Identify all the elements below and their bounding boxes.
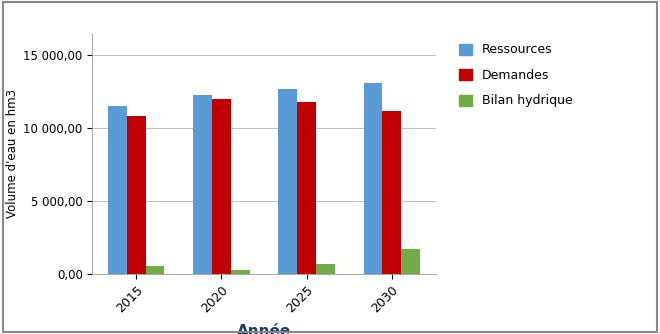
- Y-axis label: Volume d'eau en hm3: Volume d'eau en hm3: [6, 89, 19, 218]
- Bar: [383, 111, 401, 274]
- Bar: [231, 270, 249, 274]
- Bar: [364, 83, 383, 274]
- Bar: [212, 99, 231, 274]
- Bar: [279, 89, 297, 274]
- Bar: [127, 117, 145, 274]
- Bar: [316, 264, 335, 274]
- Bar: [108, 106, 127, 274]
- Bar: [193, 95, 212, 274]
- Bar: [401, 249, 420, 274]
- X-axis label: Année: Année: [237, 324, 291, 334]
- Bar: [297, 102, 316, 274]
- Bar: [145, 266, 164, 274]
- Legend: Ressources, Demandes, Bilan hydrique: Ressources, Demandes, Bilan hydrique: [455, 40, 576, 111]
